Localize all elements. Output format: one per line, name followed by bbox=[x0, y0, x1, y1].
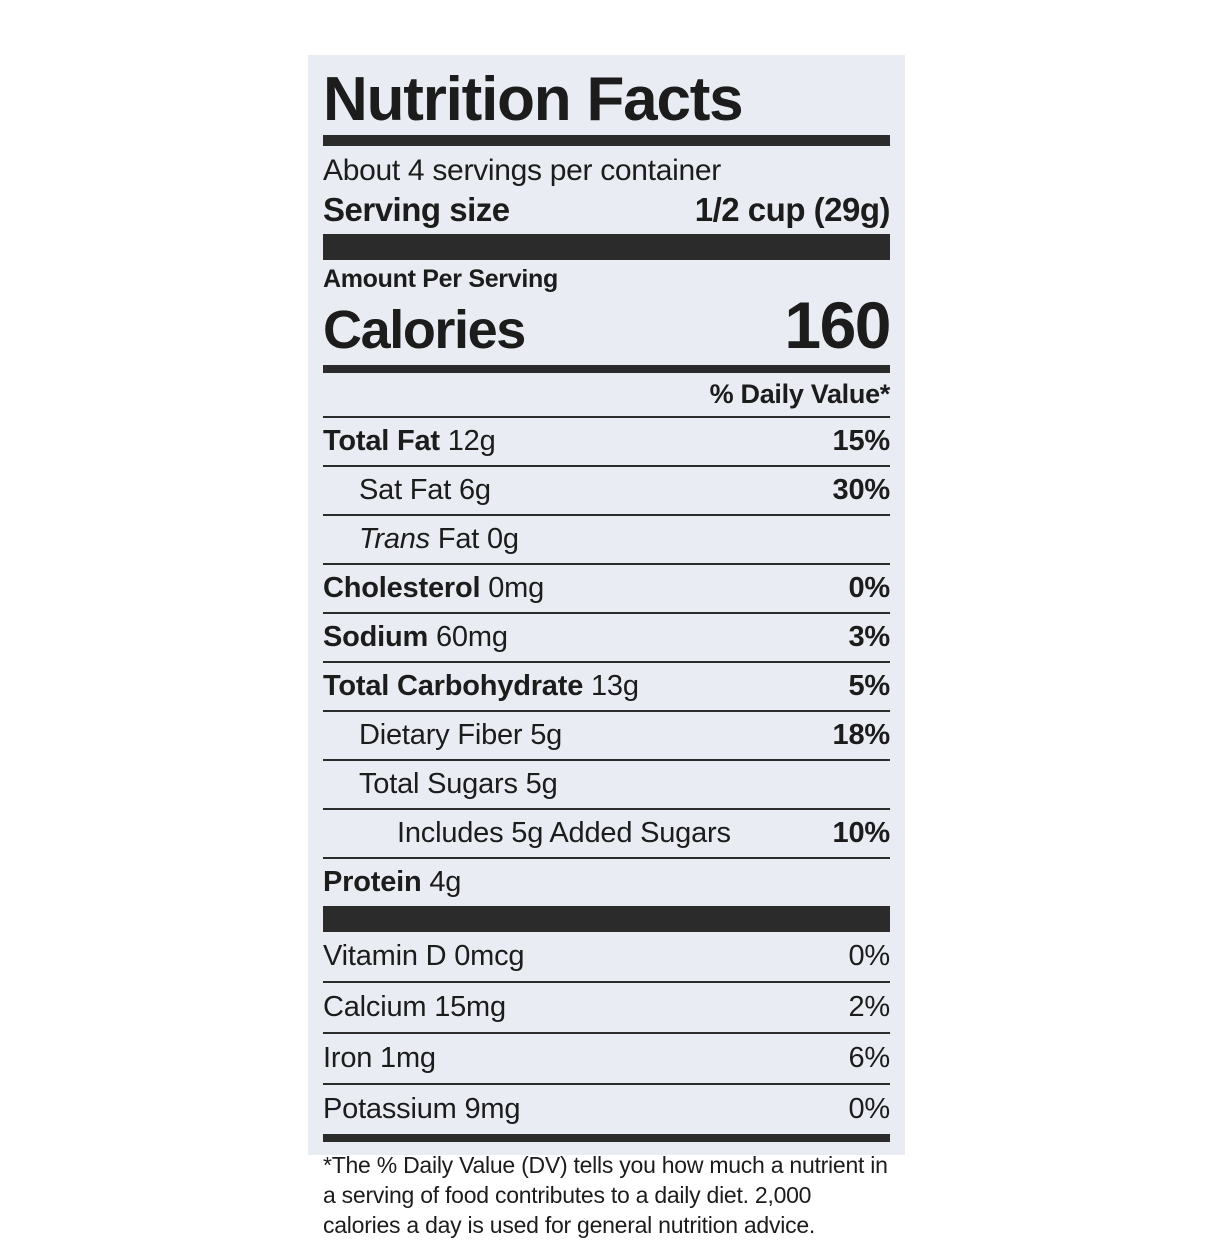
table-row-potassium: Potassium 9mg 0% bbox=[323, 1085, 890, 1134]
row-divider bbox=[323, 660, 890, 663]
nutrient-name-sat-fat: Sat Fat 6g bbox=[359, 473, 491, 506]
nutrient-name-added-sugars: Includes 5g Added Sugars bbox=[397, 816, 731, 849]
nutrition-facts-label: Nutrition Facts About 4 servings per con… bbox=[308, 55, 905, 1238]
calories-label: Calories bbox=[323, 300, 526, 361]
table-row-total-sugars: Total Sugars 5g bbox=[323, 761, 890, 808]
nutrient-percent-dietary-fiber: 18% bbox=[832, 718, 891, 751]
nutrient-percent-added-sugars: 10% bbox=[832, 816, 891, 849]
nutrient-name-vitamin-d: Vitamin D 0mcg bbox=[323, 939, 525, 972]
vitamins-divider bbox=[323, 905, 890, 932]
table-row-total-carbohydrate: Total Carbohydrate 13g 5% bbox=[323, 663, 890, 710]
serving-size-label: Serving size bbox=[323, 190, 510, 228]
table-row-calcium: Calcium 15mg 2% bbox=[323, 983, 890, 1032]
nutrient-percent-total-carbohydrate: 5% bbox=[848, 669, 890, 702]
nutrient-amount-total-fat: 12g bbox=[447, 424, 496, 457]
nutrient-percent-cholesterol: 0% bbox=[848, 571, 890, 604]
footnote-divider bbox=[323, 1133, 890, 1142]
serving-size-value: 1/2 cup (29g) bbox=[694, 190, 891, 228]
row-divider bbox=[323, 513, 890, 516]
table-row-sodium: Sodium 60mg 3% bbox=[323, 614, 890, 661]
servings-per-container: About 4 servings per container bbox=[323, 154, 721, 188]
nutrient-name-total-sugars: Total Sugars 5g bbox=[359, 767, 558, 800]
calories-divider bbox=[323, 364, 890, 373]
nutrient-name-total-fat-bold: Total Fat bbox=[323, 424, 440, 457]
row-divider bbox=[323, 611, 890, 614]
nutrient-percent-calcium: 2% bbox=[848, 990, 890, 1023]
row-divider bbox=[323, 1031, 890, 1034]
nutrient-percent-total-fat: 15% bbox=[832, 424, 891, 457]
nutrient-name-cholesterol: Cholesterol 0mg bbox=[323, 571, 545, 604]
nutrient-name-sodium: Sodium 60mg bbox=[323, 620, 508, 653]
table-row-protein: Protein 4g bbox=[323, 859, 890, 906]
row-divider bbox=[323, 856, 890, 859]
row-divider bbox=[323, 464, 890, 467]
nutrient-percent-vitamin-d: 0% bbox=[848, 939, 890, 972]
nutrient-name-iron: Iron 1mg bbox=[323, 1041, 436, 1074]
row-divider bbox=[323, 709, 890, 712]
table-row-vitamin-d: Vitamin D 0mcg 0% bbox=[323, 932, 890, 981]
nutrient-amount-cholesterol: 0mg bbox=[488, 571, 545, 604]
nutrient-name-sodium-bold: Sodium bbox=[323, 620, 429, 653]
nutrient-name-potassium: Potassium 9mg bbox=[323, 1092, 521, 1125]
daily-value-footnote: *The % Daily Value (DV) tells you how mu… bbox=[323, 1151, 888, 1238]
serving-size-row: Serving size 1/2 cup (29g) bbox=[323, 190, 891, 234]
calories-value: 160 bbox=[784, 288, 891, 363]
row-divider bbox=[323, 562, 890, 565]
daily-value-divider bbox=[323, 415, 890, 418]
nutrient-amount-trans-fat: Fat 0g bbox=[437, 522, 519, 555]
serving-divider bbox=[323, 233, 890, 260]
row-divider bbox=[323, 758, 890, 761]
nutrient-name-cholesterol-bold: Cholesterol bbox=[323, 571, 481, 604]
nutrient-amount-protein: 4g bbox=[429, 865, 462, 898]
nutrient-percent-sat-fat: 30% bbox=[832, 473, 891, 506]
nutrient-name-total-carbohydrate: Total Carbohydrate 13g bbox=[323, 669, 639, 702]
page-title: Nutrition Facts bbox=[323, 65, 744, 134]
table-row-added-sugars: Includes 5g Added Sugars 10% bbox=[323, 810, 890, 857]
nutrient-name-calcium: Calcium 15mg bbox=[323, 990, 506, 1023]
table-row-trans-fat: Trans Fat 0g bbox=[323, 516, 890, 563]
row-divider bbox=[323, 807, 890, 810]
nutrient-amount-carb: 13g bbox=[590, 669, 639, 702]
nutrient-name-dietary-fiber: Dietary Fiber 5g bbox=[359, 718, 563, 751]
title-divider bbox=[323, 135, 890, 147]
nutrient-name-total-fat: Total Fat 12g bbox=[323, 424, 496, 457]
nutrient-percent-iron: 6% bbox=[848, 1041, 890, 1074]
daily-value-header: % Daily Value* bbox=[709, 378, 891, 409]
table-row-dietary-fiber: Dietary Fiber 5g 18% bbox=[323, 712, 890, 759]
nutrient-name-protein: Protein 4g bbox=[323, 865, 462, 898]
row-divider bbox=[323, 980, 890, 983]
nutrient-name-trans-fat: Trans Fat 0g bbox=[323, 522, 519, 555]
table-row-sat-fat: Sat Fat 6g 30% bbox=[323, 467, 890, 514]
nutrient-name-carb-bold: Total Carbohydrate bbox=[323, 669, 584, 702]
row-divider bbox=[323, 1082, 890, 1085]
table-row-iron: Iron 1mg 6% bbox=[323, 1034, 890, 1083]
amount-per-serving-label: Amount Per Serving bbox=[323, 264, 558, 293]
nutrient-percent-sodium: 3% bbox=[848, 620, 890, 653]
calories-row: Calories 160 bbox=[323, 288, 891, 365]
nutrient-name-trans-italic: Trans bbox=[359, 522, 430, 555]
nutrient-percent-potassium: 0% bbox=[848, 1092, 890, 1125]
table-row-total-fat: Total Fat 12g 15% bbox=[323, 418, 890, 465]
nutrient-amount-sodium: 60mg bbox=[436, 620, 508, 653]
nutrient-name-protein-bold: Protein bbox=[323, 865, 422, 898]
table-row-cholesterol: Cholesterol 0mg 0% bbox=[323, 565, 890, 612]
